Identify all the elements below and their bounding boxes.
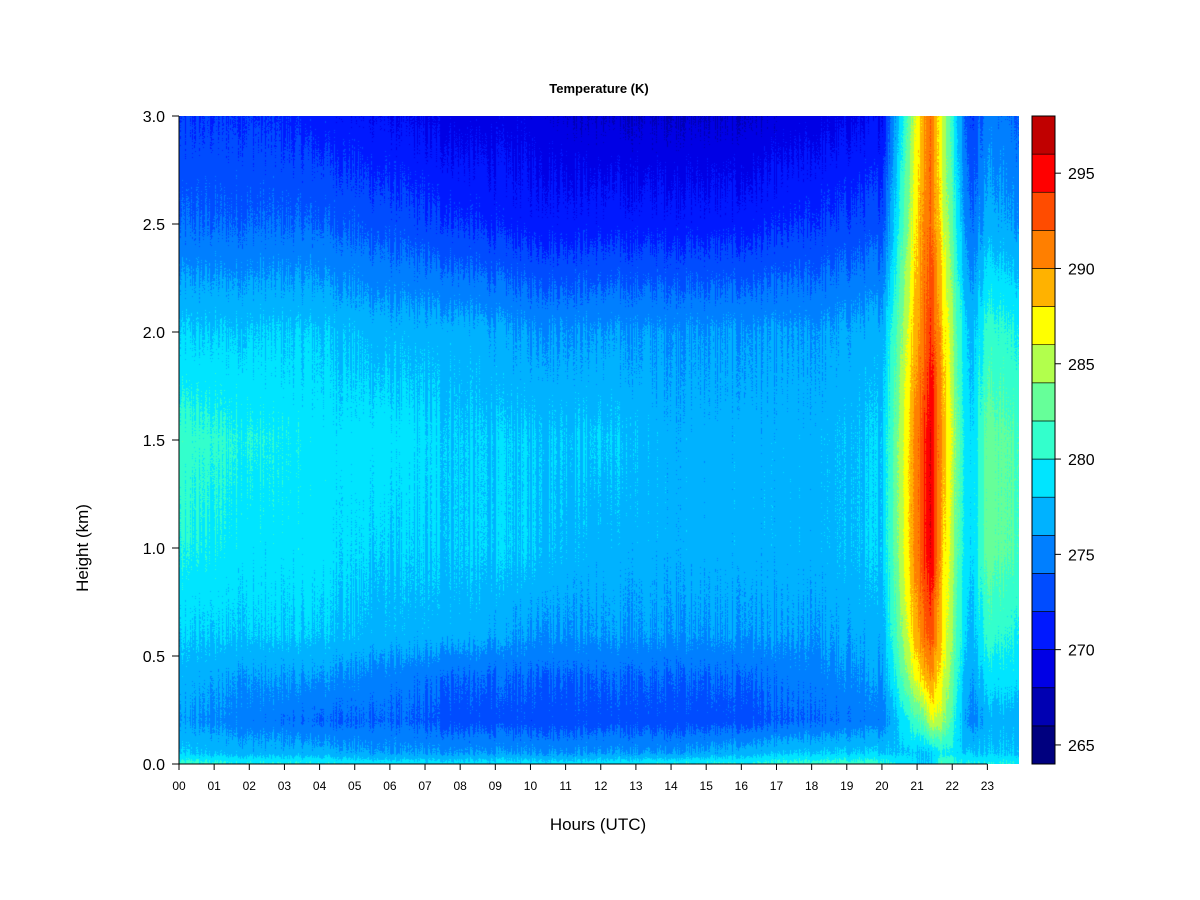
x-tick-label: 04 (313, 779, 327, 793)
x-tick-label: 02 (243, 779, 257, 793)
x-tick-label: 00 (172, 779, 186, 793)
colorbar-swatch (1031, 420, 1056, 460)
x-tick-label: 22 (946, 779, 960, 793)
x-tick-label: 15 (700, 779, 714, 793)
colorbar-swatch (1031, 458, 1056, 498)
colorbar-swatch (1031, 344, 1056, 384)
x-tick-label: 16 (735, 779, 749, 793)
heatmap-raster (179, 116, 1019, 764)
colorbar-frame (1031, 115, 1056, 765)
x-tick-label: 12 (594, 779, 608, 793)
colorbar-swatch (1031, 725, 1056, 765)
y-tick-label: 0.0 (143, 757, 165, 774)
x-axis-label: Hours (UTC) (550, 815, 646, 834)
x-tick-label: 10 (524, 779, 538, 793)
colorbar-swatch (1031, 687, 1056, 727)
colorbar-swatch (1031, 573, 1056, 612)
colorbar-tick-label: 275 (1068, 547, 1095, 564)
colorbar-swatch (1031, 382, 1056, 422)
x-tick-label: 03 (278, 779, 292, 793)
colorbar-swatch (1031, 191, 1056, 231)
x-tick-label: 20 (875, 779, 889, 793)
x-tick-label: 14 (664, 779, 678, 793)
y-tick-label: 0.5 (143, 649, 165, 666)
colorbar-tick-label: 270 (1068, 643, 1095, 660)
colorbar-swatch (1031, 649, 1056, 689)
x-tick-label: 09 (489, 779, 503, 793)
x-tick-label: 08 (453, 779, 467, 793)
colorbar-tick-label: 285 (1068, 357, 1095, 374)
x-tick-label: 11 (559, 779, 572, 793)
colorbar-swatch (1031, 115, 1056, 155)
y-tick-label: 2.5 (143, 217, 165, 234)
x-tick-label: 23 (981, 779, 995, 793)
x-tick-label: 05 (348, 779, 362, 793)
colorbar-tick-label: 290 (1068, 261, 1095, 278)
colorbar-swatch (1031, 306, 1056, 346)
colorbar-swatch (1031, 496, 1056, 536)
colorbar-swatch (1031, 534, 1056, 574)
x-tick-label: 01 (207, 779, 221, 793)
x-tick-label: 19 (840, 779, 854, 793)
x-tick-label: 06 (383, 779, 397, 793)
y-axis: 0.0 0.5 1.0 1.5 2.0 2.5 3.0 (143, 109, 180, 774)
colorbar-swatch (1031, 230, 1056, 269)
y-axis-label: Height (km) (73, 504, 92, 592)
colorbar-swatch (1031, 268, 1056, 307)
colorbar-tick-label: 295 (1068, 166, 1095, 183)
colorbar-tick-label: 280 (1068, 452, 1095, 469)
x-tick-label: 21 (910, 779, 924, 793)
colorbar-swatch (1031, 611, 1056, 650)
y-tick-label: 1.0 (143, 541, 165, 558)
y-tick-label: 1.5 (143, 433, 165, 450)
x-tick-label: 17 (770, 779, 784, 793)
x-axis: 00 01 02 03 04 05 06 07 08 09 10 11 12 13 14 15 16 17 18 19… (172, 763, 995, 793)
x-tick-label: 07 (418, 779, 432, 793)
x-tick-label: 13 (629, 779, 643, 793)
colorbar-swatch (1031, 153, 1056, 193)
colorbar-tick-label: 265 (1068, 738, 1095, 755)
x-tick-label: 18 (805, 779, 819, 793)
y-tick-label: 2.0 (143, 325, 165, 342)
y-tick-label: 3.0 (143, 109, 165, 126)
colorbar: 265 270 275 280 285 290 295 (1031, 115, 1095, 765)
chart-title: Temperature (K) (549, 81, 648, 96)
